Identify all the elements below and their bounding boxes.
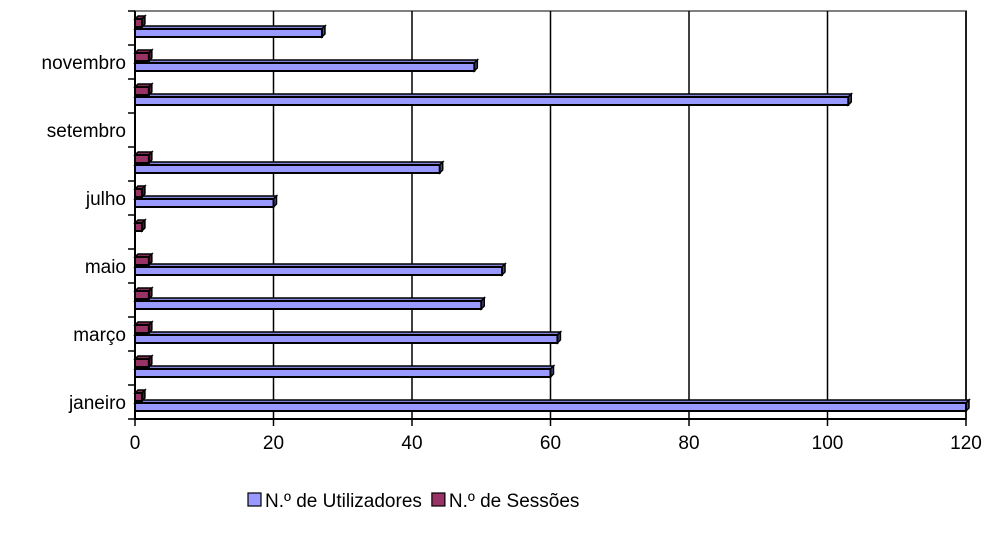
bar-sessoes [134,358,150,368]
legend-swatch [247,492,262,507]
bar-sessoes [134,52,150,62]
y-tick-label: maio [85,257,126,278]
legend-label: N.º de Utilizadores [265,491,422,512]
bar-utilizadores [134,300,483,310]
bar-sessoes [134,290,150,300]
bar-sessoes [134,222,143,232]
legend-item: N.º de Utilizadores [247,491,422,512]
bar-sessoes [134,188,143,198]
x-tick-label: 20 [263,433,284,454]
bar-sessoes [134,324,150,334]
bar-utilizadores [134,96,850,106]
tick-labels: 0 20 40 60 80 100 120 janeiro março maio julho sete… [42,53,982,454]
axes [128,10,967,426]
bar-sessoes [134,86,150,96]
y-tick-label: setembro [47,121,126,142]
x-tick-label: 120 [950,433,982,454]
bar-sessoes [134,256,150,266]
x-tick-label: 40 [401,433,422,454]
x-tick-label: 100 [812,433,844,454]
y-tick-label: novembro [42,53,127,74]
bar-sessoes [134,18,143,28]
bar-sessoes [134,392,143,402]
bars [133,14,971,413]
bar-utilizadores [134,334,559,344]
y-tick-label: março [73,325,126,346]
legend-swatch [431,492,446,507]
bar-utilizadores [134,198,275,208]
y-tick-label: janeiro [68,393,126,414]
bar-utilizadores [134,164,441,174]
y-tick-label: julho [85,189,126,210]
legend: N.º de Utilizadores N.º de Sessões [247,491,580,512]
bar-utilizadores [134,62,476,72]
bar-utilizadores [134,402,967,412]
gridlines [134,10,967,420]
bar-utilizadores [134,266,504,276]
legend-item: N.º de Sessões [431,491,580,512]
bar-utilizadores [134,28,323,38]
x-tick-label: 80 [678,433,699,454]
bar-sessoes [134,154,150,164]
x-tick-label: 60 [540,433,561,454]
bar-utilizadores [134,368,552,378]
legend-label: N.º de Sessões [449,491,580,512]
x-tick-label: 0 [130,433,141,454]
